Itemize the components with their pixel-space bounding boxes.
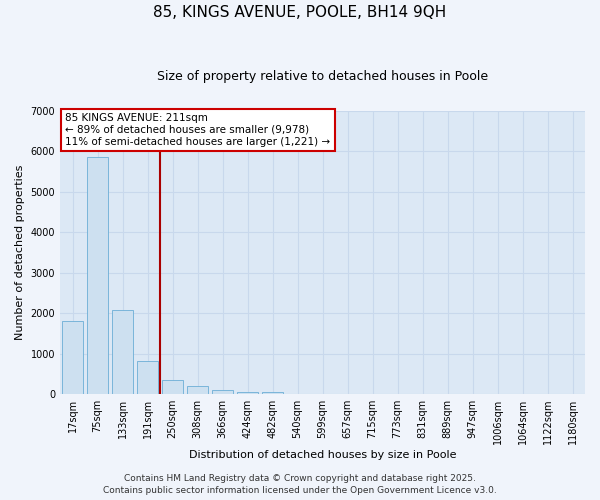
Bar	[212, 390, 233, 394]
X-axis label: Distribution of detached houses by size in Poole: Distribution of detached houses by size …	[189, 450, 456, 460]
Text: Contains HM Land Registry data © Crown copyright and database right 2025.
Contai: Contains HM Land Registry data © Crown c…	[103, 474, 497, 495]
Bar	[137, 361, 158, 394]
Y-axis label: Number of detached properties: Number of detached properties	[15, 164, 25, 340]
Text: 85, KINGS AVENUE, POOLE, BH14 9QH: 85, KINGS AVENUE, POOLE, BH14 9QH	[154, 5, 446, 20]
Bar	[262, 392, 283, 394]
Bar	[162, 380, 183, 394]
Title: Size of property relative to detached houses in Poole: Size of property relative to detached ho…	[157, 70, 488, 83]
Bar	[187, 386, 208, 394]
Bar	[87, 157, 108, 394]
Text: 85 KINGS AVENUE: 211sqm
← 89% of detached houses are smaller (9,978)
11% of semi: 85 KINGS AVENUE: 211sqm ← 89% of detache…	[65, 114, 331, 146]
Bar	[237, 392, 258, 394]
Bar	[62, 321, 83, 394]
Bar	[112, 310, 133, 394]
